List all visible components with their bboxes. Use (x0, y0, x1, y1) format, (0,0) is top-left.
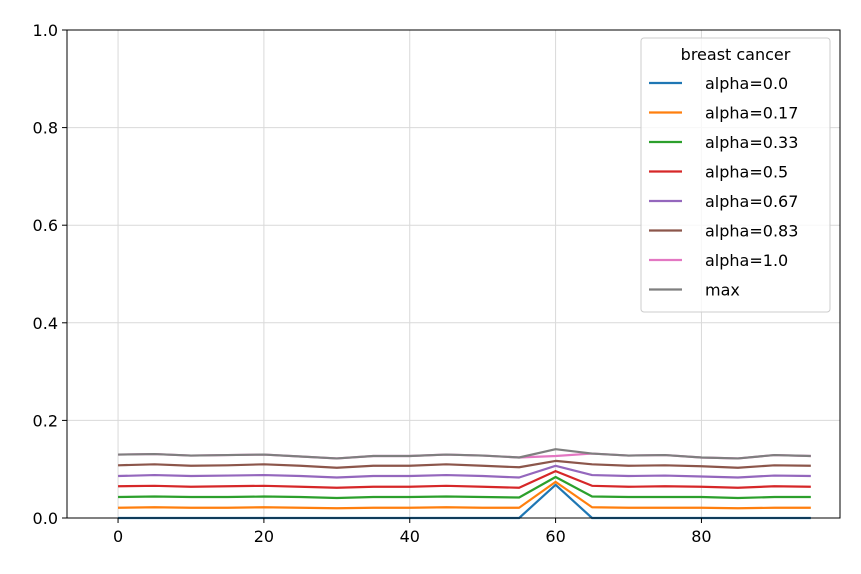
legend-label: alpha=0.5 (705, 163, 788, 182)
series-line-alpha-0-5 (118, 470, 811, 489)
x-tick-label: 20 (254, 527, 274, 546)
plot-frame (66, 29, 841, 519)
legend-item: alpha=0.0 (649, 74, 788, 93)
y-tick-label: 0.8 (33, 119, 58, 138)
legend-item: alpha=0.5 (649, 163, 788, 182)
series-line-alpha-0-33 (118, 475, 811, 500)
series-line-alpha-0-67 (118, 464, 811, 479)
series-line-alpha-0-17 (118, 480, 811, 510)
legend-label: alpha=0.0 (705, 74, 788, 93)
legend-box (640, 37, 831, 313)
x-tick-label: 40 (400, 527, 420, 546)
legend-title: breast cancer (681, 45, 791, 64)
x-axis-ticks: 0 20 40 60 80 (113, 518, 712, 546)
y-axis-ticks: 0.0 0.2 0.4 0.6 0.8 1.0 (33, 21, 67, 528)
legend-label: max (705, 281, 740, 300)
series-line-alpha-0-0 (118, 483, 811, 520)
series-line-alpha-0-83 (118, 459, 811, 469)
y-tick-label: 1.0 (33, 21, 58, 40)
legend-item: alpha=0.17 (649, 104, 798, 123)
legend-item: max (649, 281, 740, 300)
y-tick-label: 0.4 (33, 314, 58, 333)
legend: breast cancer alpha=0.0alpha=0.17alpha=0… (640, 37, 831, 313)
x-tick-label: 60 (545, 527, 565, 546)
series-lines (118, 448, 811, 520)
legend-item: alpha=0.83 (649, 222, 798, 241)
series-line-max (118, 448, 811, 460)
legend-label: alpha=0.17 (705, 104, 798, 123)
y-tick-label: 0.6 (33, 216, 58, 235)
legend-item: alpha=1.0 (649, 251, 788, 270)
legend-item: alpha=0.67 (649, 192, 798, 211)
y-tick-label: 0.0 (33, 509, 58, 528)
legend-label: alpha=0.83 (705, 222, 798, 241)
legend-label: alpha=0.67 (705, 192, 798, 211)
legend-items: alpha=0.0 alpha=0.17 alpha=0.33 alpha=0.5 al… (649, 74, 798, 300)
x-tick-label: 80 (691, 527, 711, 546)
legend-label: alpha=0.33 (705, 133, 798, 152)
legend-item: alpha=0.33 (649, 133, 798, 152)
x-tick-label: 0 (113, 527, 123, 546)
legend-label: alpha=1.0 (705, 251, 788, 270)
y-tick-label: 0.2 (33, 411, 58, 430)
